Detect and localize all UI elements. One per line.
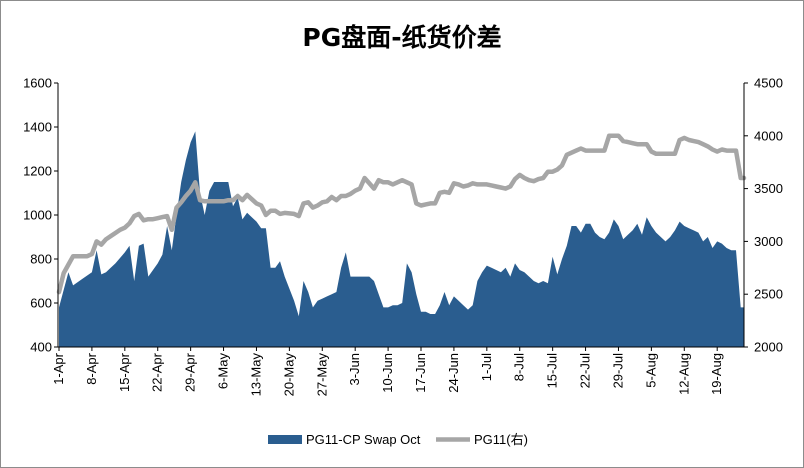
legend-swatch-area [268,435,302,444]
x-tick-label: 27-May [314,353,329,397]
right-tick-label: 4000 [754,128,783,143]
area-series-swap [59,131,744,347]
left-tick-label: 1200 [23,164,52,179]
x-tick-label: 1-Apr [51,352,66,384]
right-tick-label: 4500 [754,76,783,91]
left-axis-ticks: 400 600 800 1000 1200 1400 1600 [23,76,58,355]
legend-label-area: PG11-CP Swap Oct [306,432,421,447]
left-tick-label: 400 [30,340,52,355]
left-tick-label: 800 [30,252,52,267]
x-tick-label: 22-Jul [578,353,593,389]
x-tick-label: 8-Jul [512,353,527,381]
right-tick-label: 2000 [754,340,783,355]
right-tick-label: 2500 [754,287,783,302]
chart-title: PG盘面-纸货价差 [302,23,502,52]
left-tick-label: 1000 [23,208,52,223]
x-tick-label: 15-Apr [117,352,132,392]
legend-label-line: PG11(右) [474,432,528,447]
x-tick-label: 6-May [216,353,231,390]
x-tick-label: 5-Aug [643,353,658,388]
line-series-layer [56,133,747,295]
left-tick-label: 1600 [23,76,52,91]
right-axis-ticks: 2000 2500 3000 3500 4000 4500 [744,76,783,355]
x-tick-label: 3-Jun [347,353,362,386]
x-tick-label: 10-Jun [380,353,395,393]
legend: PG11-CP Swap Oct PG11(右) [268,432,528,447]
x-tick-label: 20-May [281,353,296,397]
x-tick-label: 19-Aug [709,353,724,395]
x-tick-label: 17-Jun [413,353,428,393]
left-tick-label: 1400 [23,120,52,135]
x-tick-label: 1-Jul [479,353,494,381]
x-tick-label: 8-Apr [84,352,99,384]
area-series-layer [59,131,744,347]
x-tick-label: 24-Jun [446,353,461,393]
x-tick-label: 15-Jul [545,353,560,389]
left-tick-label: 600 [30,296,52,311]
x-tick-label: 22-Apr [150,352,165,392]
x-tick-label: 29-Jul [610,353,625,389]
x-tick-label: 12-Aug [676,353,691,395]
x-axis-ticks: 1-Apr 8-Apr 15-Apr 22-Apr 29-Apr 6-May 13-May 2… [51,347,724,396]
x-tick-label: 29-Apr [183,352,198,392]
x-tick-label: 13-May [248,353,263,397]
line-series-pg11 [56,133,747,295]
right-tick-label: 3500 [754,181,783,196]
right-tick-label: 3000 [754,234,783,249]
